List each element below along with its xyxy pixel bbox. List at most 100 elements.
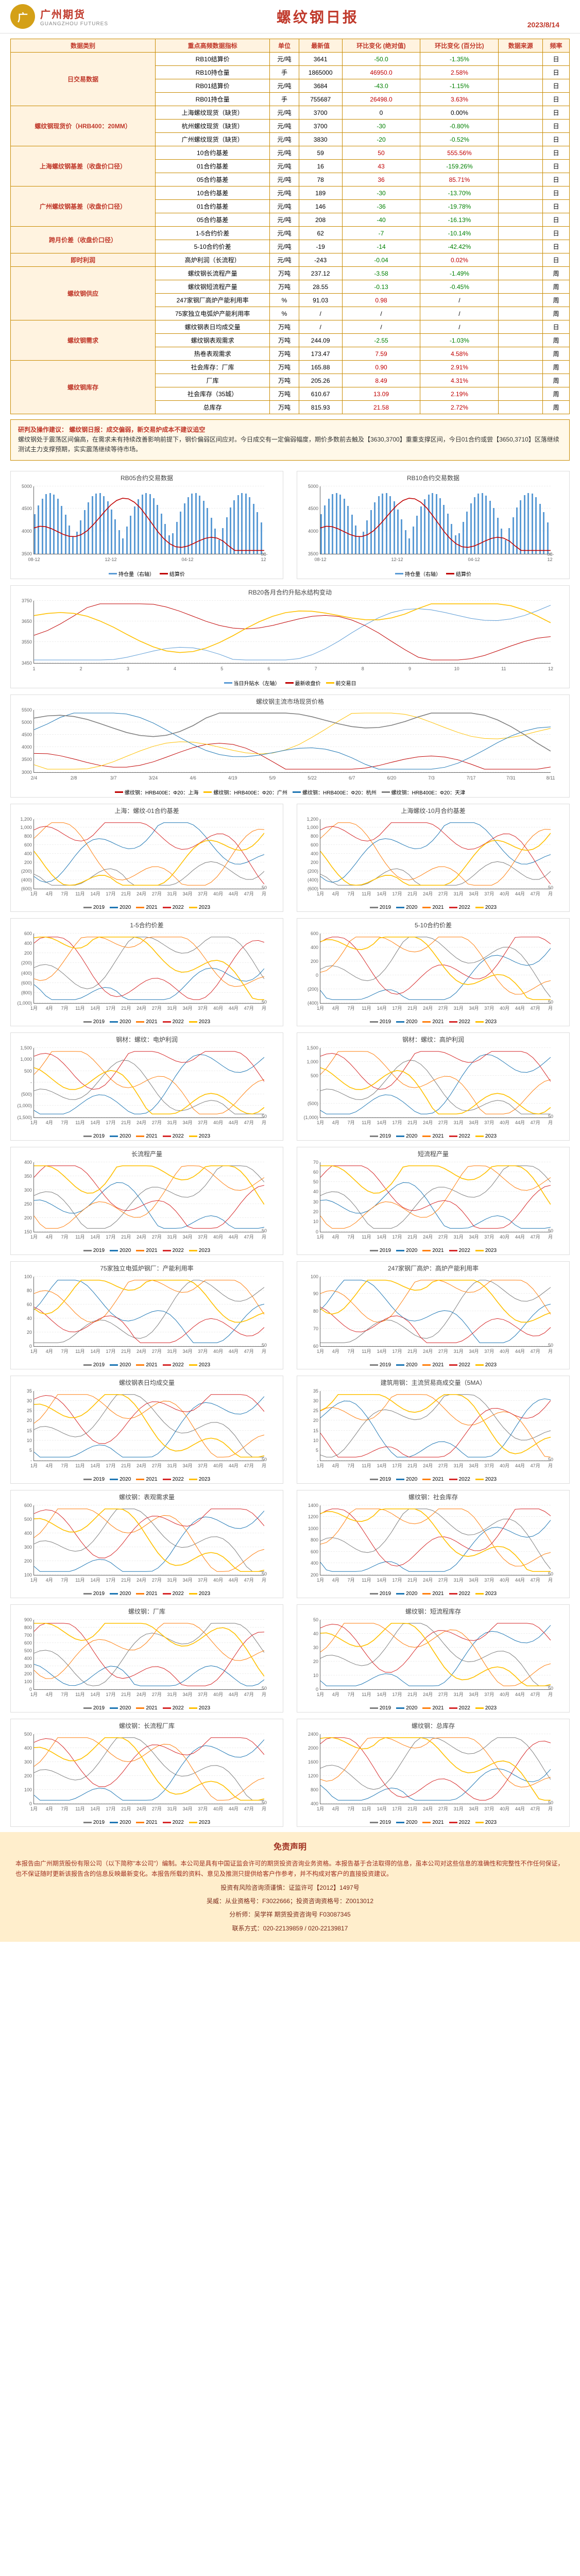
x-tick: 21月 xyxy=(407,1577,417,1583)
chart: 上海螺纹-10月合约基差(600)(400)(200)2004006008001… xyxy=(297,804,570,912)
x-tick: 7月 xyxy=(348,1462,355,1469)
plot-area: (1,000)(500)-5001,0001,5001月4月7月11月14月17… xyxy=(320,1048,551,1118)
advice-label: 研判及操作建议： xyxy=(18,426,67,433)
x-tick: 34月 xyxy=(469,1119,479,1126)
x-tick: 17月 xyxy=(106,1233,115,1240)
x-tick: 47月 xyxy=(244,1805,254,1812)
data-cell: 3684 xyxy=(299,79,342,93)
data-cell: -0.04 xyxy=(342,253,420,267)
x-tick: 11月 xyxy=(75,1462,84,1469)
legend-item: 2023 xyxy=(189,1019,210,1025)
advice-title: 螺纹钢日报：成交偏弱，新交易炉成本不建议追空 xyxy=(69,426,205,433)
x-tick: 1月 xyxy=(317,1577,324,1583)
x-tick: 4月 xyxy=(332,1119,339,1126)
y-tick: 5000 xyxy=(12,484,32,489)
y-tick: 400 xyxy=(12,941,32,946)
y-tick: 200 xyxy=(12,951,32,956)
y-tick: 400 xyxy=(12,1531,32,1536)
y-tick: 200 xyxy=(299,860,318,865)
data-cell: 周 xyxy=(543,267,570,280)
data-cell: 日 xyxy=(543,79,570,93)
legend-item: 2021 xyxy=(136,905,157,910)
y-tick: 500 xyxy=(12,1517,32,1522)
y-tick: 200 xyxy=(12,860,32,865)
y-tick: (200) xyxy=(12,869,32,874)
legend-item: 2023 xyxy=(475,1591,497,1597)
y-tick: 1400 xyxy=(299,1503,318,1508)
legend-item: 2021 xyxy=(136,1705,157,1711)
data-cell: -13.70% xyxy=(420,187,499,200)
x-tick: 1月 xyxy=(30,1233,38,1240)
table-header: 单位 xyxy=(270,39,299,53)
x-tick: 4月 xyxy=(46,1462,53,1469)
data-cell: 日 xyxy=(543,240,570,253)
x-tick: 21月 xyxy=(407,1005,417,1011)
y-tick: (1,000) xyxy=(12,1001,32,1006)
y-tick: (200) xyxy=(12,960,32,965)
data-cell: 146 xyxy=(299,200,342,213)
x-tick: 7月 xyxy=(348,1005,355,1011)
data-cell: 日 xyxy=(543,160,570,173)
x-tick: 11月 xyxy=(362,1348,371,1354)
data-cell: 59 xyxy=(299,146,342,160)
chart-legend: 20192020202120222023 xyxy=(11,904,283,911)
chart: 螺纹钢主流市场现货价格3000350040004500500055002/42/… xyxy=(10,694,570,798)
y-tick: 1200 xyxy=(299,1514,318,1519)
x-tick: 31月 xyxy=(167,1119,177,1126)
legend-item: 2023 xyxy=(475,1019,497,1025)
legend-item: 2022 xyxy=(449,905,470,910)
y-tick: 500 xyxy=(12,1648,32,1653)
legend-item: 2023 xyxy=(475,905,497,910)
x-tick: 1月 xyxy=(317,1805,324,1812)
legend-item: 2023 xyxy=(189,1705,210,1711)
disclaimer-title: 免责声明 xyxy=(15,1840,565,1854)
x-tick: 11月 xyxy=(362,890,371,897)
x-tick: 14月 xyxy=(91,890,100,897)
y-tick: 300 xyxy=(12,1188,32,1193)
legend-item: 2021 xyxy=(422,1820,443,1825)
data-cell: 社会库存：厂库 xyxy=(156,361,270,374)
y-tick: 3500 xyxy=(12,551,32,556)
x-tick: 37月 xyxy=(198,1119,208,1126)
x-tick: 4月 xyxy=(332,890,339,897)
data-cell: 厂库 xyxy=(156,374,270,387)
data-cell xyxy=(499,320,543,334)
chart-legend: 持仓量（右轴）结算价 xyxy=(297,569,569,579)
x-tick: 7月 xyxy=(348,1691,355,1698)
y-tick: 1,000 xyxy=(299,1059,318,1064)
x-tick: 11月 xyxy=(75,1119,84,1126)
data-cell: % xyxy=(270,294,299,307)
chart-title: 螺纹钢：社会库存 xyxy=(297,1490,569,1503)
y-tick: 0 xyxy=(299,1687,318,1692)
x-tick: 44月 xyxy=(229,1348,238,1354)
x-tick: 47月 xyxy=(531,890,540,897)
x-tick: 17月 xyxy=(392,1691,402,1698)
legend-item: 2022 xyxy=(449,1705,470,1711)
data-cell: 元/吨 xyxy=(270,200,299,213)
x-tick: 11月 xyxy=(362,1233,371,1240)
x-tick: 37月 xyxy=(484,890,494,897)
data-cell: 周 xyxy=(543,387,570,401)
x-tick: 1月 xyxy=(317,1348,324,1354)
data-cell: 2.91% xyxy=(420,361,499,374)
x-tick: 40月 xyxy=(213,1462,223,1469)
data-cell: 3700 xyxy=(299,120,342,133)
y-tick: 5000 xyxy=(12,720,32,725)
x-tick: 34月 xyxy=(469,1577,479,1583)
y-tick: 60 xyxy=(299,1170,318,1175)
chart-title: 上海：螺纹-01合约基差 xyxy=(11,804,283,817)
legend-item: 2021 xyxy=(136,1477,157,1482)
logo-en: GUANGZHOU FUTURES xyxy=(40,21,108,27)
chart-title: 螺纹钢：短流程库存 xyxy=(297,1605,569,1618)
y-tick: 800 xyxy=(299,834,318,839)
y-tick: 700 xyxy=(12,1633,32,1638)
plot-area: (1,000)(800)(600)(400)(200)2004006001月4月… xyxy=(33,934,264,1004)
x-tick: 34月 xyxy=(182,1805,192,1812)
plot-area: 607080901001月4月7月11月14月17月21月24月27月31月34… xyxy=(320,1277,551,1347)
x-tick: 27月 xyxy=(438,1233,448,1240)
x-tick: 14月 xyxy=(91,1577,100,1583)
x-tick: 17月 xyxy=(392,1233,402,1240)
y-tick: 400 xyxy=(12,851,32,856)
x-tick: 14月 xyxy=(377,890,387,897)
x-tick: 11月 xyxy=(362,1119,371,1126)
